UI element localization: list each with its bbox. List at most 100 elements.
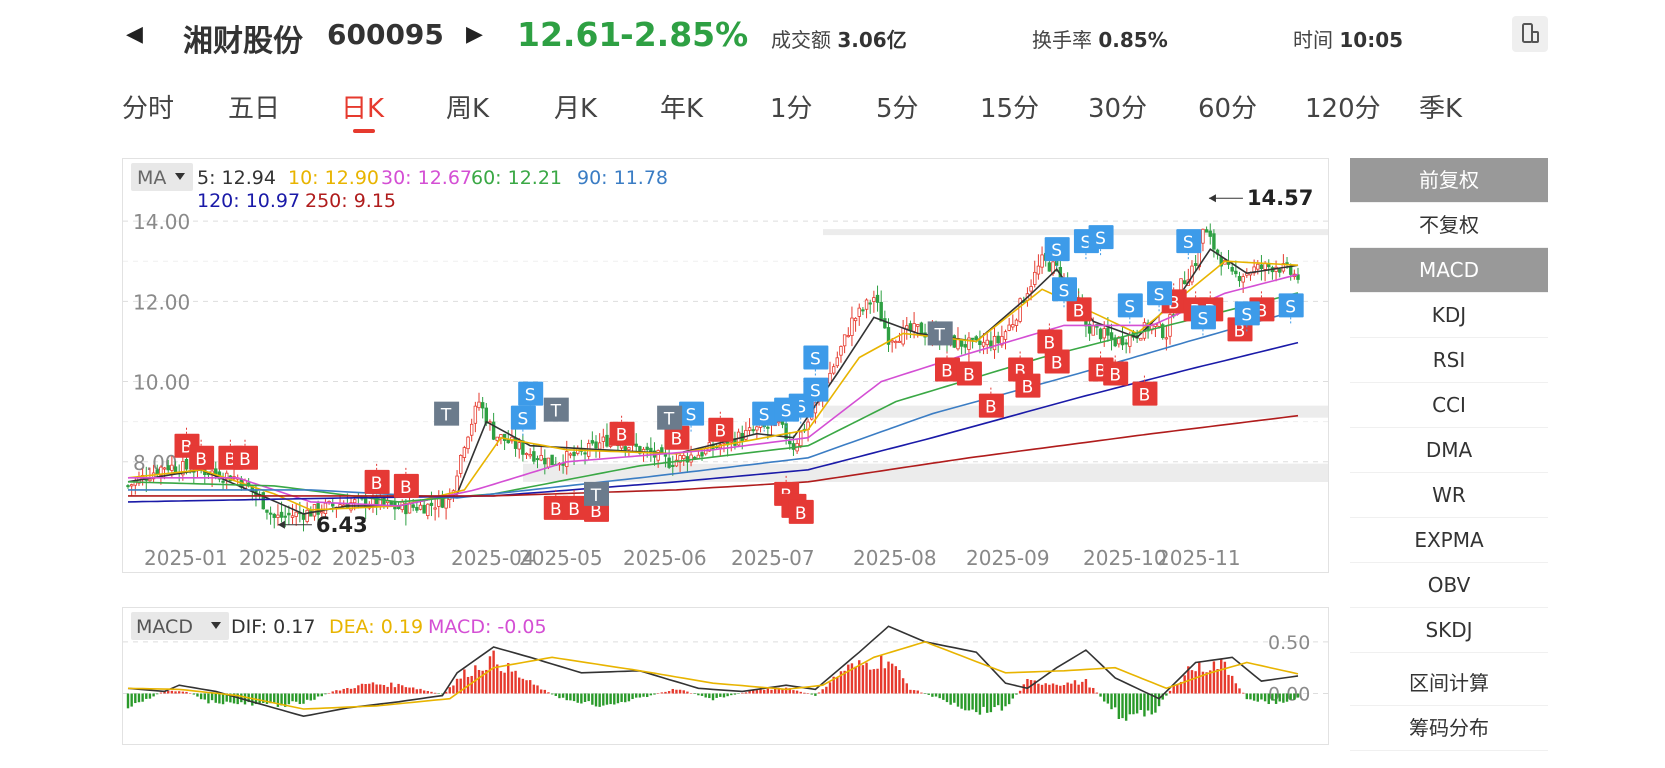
buy-marker-1[interactable] — [189, 445, 215, 470]
macd-bar — [470, 675, 473, 694]
sidebar-item-dma[interactable]: DMA — [1350, 428, 1548, 473]
neutral-marker-0[interactable] — [434, 401, 460, 426]
min-price-label: 6.43 — [316, 513, 368, 537]
neutral-marker-letter-4: T — [550, 402, 562, 422]
tab-4[interactable]: 月K — [554, 94, 598, 124]
tab-1[interactable]: 五日 — [228, 94, 281, 124]
neutral-marker-3[interactable] — [927, 321, 953, 346]
sidebar-item-rsi[interactable]: RSI — [1350, 338, 1548, 383]
sell-marker-0[interactable] — [518, 381, 544, 406]
neutral-marker-1[interactable] — [584, 481, 609, 506]
buy-marker-5[interactable] — [393, 473, 419, 498]
buy-marker-17[interactable] — [978, 393, 1004, 418]
sidebar-item-skdj[interactable]: SKDJ — [1350, 608, 1548, 653]
sell-marker-12[interactable] — [1117, 293, 1143, 318]
macd-bar — [426, 691, 430, 694]
ma-selector[interactable] — [131, 163, 193, 191]
sidebar-item-expma[interactable]: EXPMA — [1350, 518, 1548, 563]
sell-marker-11[interactable] — [1088, 225, 1114, 250]
sell-marker-16[interactable] — [1234, 301, 1260, 326]
buy-marker-7[interactable] — [562, 495, 588, 520]
buy-marker-19[interactable] — [1015, 373, 1041, 398]
next-stock-arrow-icon[interactable]: ▶ — [466, 22, 483, 47]
tab-10[interactable]: 60分 — [1198, 94, 1258, 124]
macd-bar — [514, 670, 517, 694]
tab-3[interactable]: 周K — [446, 94, 490, 124]
candle-body — [645, 446, 649, 451]
sidebar-item-wr[interactable]: WR — [1350, 473, 1548, 518]
macd-bar — [258, 693, 261, 704]
sidebar-extra-1[interactable]: 筹码分布 — [1350, 706, 1548, 751]
sell-marker-14[interactable] — [1176, 229, 1202, 254]
macd-bar — [251, 693, 254, 706]
macd-bar — [664, 691, 667, 694]
macd-chart-panel[interactable]: 0.50 0.00 MACD DIF: 0.17 DEA: 0.19 MACD: -0.0… — [122, 607, 1329, 745]
tab-6[interactable]: 1分 — [770, 94, 813, 124]
buy-marker-20[interactable] — [1037, 329, 1063, 354]
sidebar-item-不复权[interactable]: 不复权 — [1350, 203, 1548, 248]
tab-5[interactable]: 年K — [660, 94, 704, 124]
buy-marker-24[interactable] — [1103, 361, 1129, 386]
buy-marker-14[interactable] — [788, 499, 814, 524]
sidebar-item-cci[interactable]: CCI — [1350, 383, 1548, 428]
buy-marker-3[interactable] — [233, 445, 258, 470]
buy-marker-15[interactable] — [935, 357, 960, 382]
macd-bar — [320, 693, 323, 697]
macd-bar — [346, 688, 349, 694]
tab-7[interactable]: 5分 — [876, 94, 919, 124]
buy-marker-16[interactable] — [956, 361, 982, 386]
buy-marker-21[interactable] — [1044, 349, 1070, 374]
phone-rotate-icon[interactable] — [1512, 16, 1548, 52]
buy-marker-3-letter: B — [239, 450, 251, 470]
macd-selector[interactable] — [131, 612, 229, 640]
kline-chart-panel[interactable]: 14.00 12.00 10.00 8.00 2025-01 2025-02 2025-03… — [122, 158, 1329, 573]
macd-bar — [415, 689, 419, 694]
candle-body — [433, 507, 437, 510]
macd-bar — [989, 693, 993, 713]
tab-11[interactable]: 120分 — [1305, 94, 1381, 124]
candle-body — [605, 434, 609, 447]
sell-marker-6[interactable] — [803, 345, 829, 370]
prev-stock-arrow-icon[interactable]: ◀ — [126, 22, 143, 47]
macd-bar — [492, 650, 495, 694]
sidebar-item-kdj[interactable]: KDJ — [1350, 293, 1548, 338]
sell-marker-9[interactable] — [1052, 277, 1077, 302]
sidebar-item-前复权[interactable]: 前复权 — [1350, 158, 1548, 203]
macd-bar — [931, 693, 934, 697]
macd-bar — [276, 693, 280, 707]
candle-body — [963, 344, 967, 348]
sell-marker-15[interactable] — [1190, 305, 1216, 330]
macd-chart-svg: 0.50 0.00 MACD DIF: 0.17 DEA: 0.19 MACD: -0.0… — [123, 612, 1328, 721]
buy-marker-22[interactable] — [1066, 297, 1092, 322]
buy-marker-25[interactable] — [1132, 381, 1158, 406]
macd-bar — [1132, 693, 1135, 715]
sell-marker-5[interactable] — [774, 397, 800, 422]
sell-marker-17[interactable] — [1278, 293, 1304, 318]
sell-marker-13[interactable] — [1147, 281, 1173, 306]
tab-0[interactable]: 分时 — [122, 94, 175, 124]
sell-marker-2[interactable] — [679, 401, 705, 426]
candle-body — [919, 322, 924, 335]
macd-bar — [956, 693, 960, 707]
sell-marker-8[interactable] — [1044, 237, 1070, 262]
time-value: 10:05 — [1339, 28, 1404, 52]
neutral-marker-2[interactable] — [657, 405, 683, 430]
sidebar-extra-0[interactable]: 区间计算 — [1350, 661, 1548, 706]
buy-marker-10[interactable] — [664, 425, 690, 450]
tab-8[interactable]: 15分 — [980, 94, 1040, 124]
tab-12[interactable]: 季K — [1419, 94, 1463, 124]
candle-body — [777, 421, 781, 424]
sidebar-item-macd[interactable]: MACD — [1350, 248, 1548, 293]
macd-bar — [455, 678, 459, 694]
buy-marker-9[interactable] — [609, 421, 635, 446]
sell-marker-3[interactable] — [752, 401, 778, 426]
candle-body — [1128, 334, 1132, 347]
tab-9[interactable]: 30分 — [1088, 94, 1148, 124]
tab-2[interactable]: 日K — [341, 94, 385, 124]
buy-marker-4[interactable] — [364, 469, 390, 494]
sidebar-item-obv[interactable]: OBV — [1350, 563, 1548, 608]
sell-marker-7[interactable] — [803, 377, 829, 402]
buy-marker-11[interactable] — [708, 417, 734, 442]
sell-marker-1[interactable] — [510, 405, 536, 430]
neutral-marker-4[interactable] — [543, 397, 569, 422]
